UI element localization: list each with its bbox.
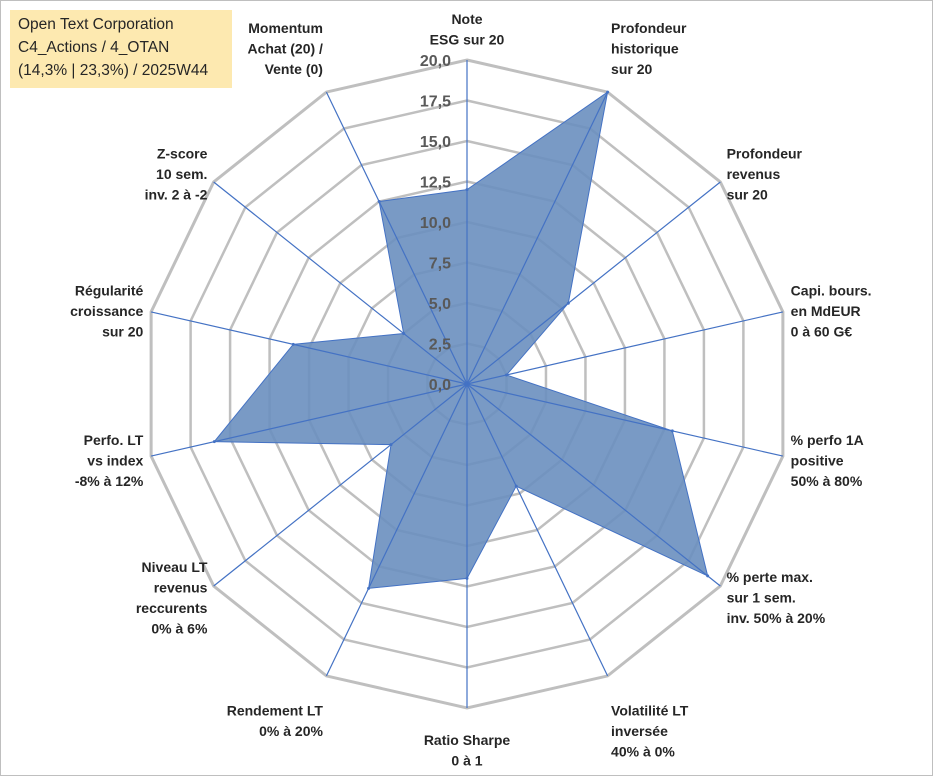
axis-label-line: revenus	[727, 166, 781, 182]
axis-label-line: inv. 50% à 20%	[727, 610, 826, 626]
axis-label-line: reccurents	[136, 600, 208, 616]
axis-label-line: Momentum	[248, 20, 323, 36]
series-area-0	[213, 90, 709, 589]
spoke-6	[466, 383, 609, 677]
axis-label-line: Profondeur	[727, 145, 803, 161]
tick-label: 17,5	[420, 94, 451, 111]
axis-label-line: ESG sur 20	[430, 32, 505, 48]
tick-label: 0,0	[429, 377, 451, 394]
axis-label-0: Note ESG sur 20	[430, 11, 505, 48]
axis-label-line: historique	[611, 41, 679, 57]
axis-label-line: croissance	[70, 303, 143, 319]
axis-label-line: Capi. bours.	[791, 282, 872, 298]
axis-label-8: Rendement LT 0% à 20%	[227, 702, 324, 739]
spoke-5	[466, 383, 721, 587]
axis-label-line: 0 à 60 G€	[791, 323, 853, 339]
spoke-12	[213, 181, 468, 385]
axis-label-line: -8% à 12%	[75, 473, 144, 489]
axis-label-line: 10 sem.	[156, 166, 207, 182]
axis-label-line: 40% à 0%	[611, 743, 675, 759]
axis-label-1: Profondeur historique sur 20	[611, 20, 687, 77]
axis-label-line: 0% à 6%	[151, 620, 208, 636]
axis-label-line: Vente (0)	[265, 61, 323, 77]
spoke-4	[466, 383, 784, 457]
tick-label: 2,5	[429, 337, 451, 354]
axis-label-line: inversée	[611, 723, 668, 739]
info-stats: (14,3% | 23,3%) / 2025W44	[18, 62, 209, 79]
axis-label-3: Capi. bours. en MdEUR 0 à 60 G€	[791, 282, 872, 339]
axis-label-line: sur 20	[727, 186, 768, 202]
axis-label-line: Z-score	[157, 145, 208, 161]
axis-label-line: % perfo 1A	[791, 432, 864, 448]
axis-label-line: positive	[791, 453, 844, 469]
tick-label: 12,5	[420, 175, 451, 192]
axis-label-line: 0% à 20%	[259, 723, 323, 739]
tick-label: 5,0	[429, 296, 451, 313]
axis-label-line: Achat (20) /	[247, 41, 323, 57]
tick-label: 20,0	[420, 53, 451, 70]
spoke-11	[150, 311, 468, 385]
axis-label-line: revenus	[154, 579, 208, 595]
axis-label-line: Régularité	[75, 282, 144, 298]
spoke-3	[466, 311, 784, 385]
info-company-name: Open Text Corporation	[18, 16, 174, 33]
tick-label: 15,0	[420, 134, 451, 151]
axis-label-12: Z-score 10 sem. inv. 2 à -2	[145, 145, 208, 202]
spoke-13	[325, 91, 468, 385]
info-category: C4_Actions / 4_OTAN	[18, 39, 170, 56]
axis-label-line: % perte max.	[727, 569, 813, 585]
axis-label-9: Niveau LT revenus reccurents 0% à 6%	[136, 559, 208, 637]
axis-label-5: % perte max. sur 1 sem. inv. 50% à 20%	[727, 569, 826, 626]
axis-label-line: Rendement LT	[227, 702, 324, 718]
axis-label-line: Ratio Sharpe	[424, 732, 511, 748]
axis-label-line: inv. 2 à -2	[145, 186, 208, 202]
tick-label: 10,0	[420, 215, 451, 232]
axis-label-line: Volatilité LT	[611, 702, 689, 718]
axis-label-line: sur 1 sem.	[727, 590, 796, 606]
axis-label-10: Perfo. LT vs index -8% à 12%	[75, 432, 144, 489]
spoke-9	[213, 383, 468, 587]
axis-label-11: Régularité croissance sur 20	[70, 282, 143, 339]
axis-label-line: Note	[451, 11, 482, 27]
spoke-8	[325, 383, 468, 677]
axis-label-line: Profondeur	[611, 20, 687, 36]
axis-label-line: Niveau LT	[142, 559, 208, 575]
axis-label-2: Profondeur revenus sur 20	[727, 145, 803, 202]
spoke-10	[150, 383, 468, 457]
axis-label-13: Momentum Achat (20) / Vente (0)	[247, 20, 323, 77]
axis-label-line: 0 à 1	[451, 753, 482, 769]
axis-label-6: Volatilité LT inversée 40% à 0%	[611, 702, 689, 759]
radar-tick-labels: 0,0 2,5 5,0 7,5 10,0 12,5 15,0 17,5 20,0	[420, 53, 451, 394]
tick-label: 7,5	[429, 256, 451, 273]
spoke-1	[466, 91, 609, 385]
axis-label-line: Perfo. LT	[84, 432, 144, 448]
spoke-2	[466, 181, 721, 385]
radar-axis-labels: Note ESG sur 20 Profondeur historique sur 20…	[70, 11, 871, 769]
axis-label-4: % perfo 1A positive 50% à 80%	[791, 432, 864, 489]
info-box: Open Text Corporation C4_Actions / 4_OTA…	[10, 10, 232, 88]
radar-spokes	[150, 60, 784, 708]
axis-label-line: sur 20	[102, 323, 143, 339]
axis-label-line: en MdEUR	[791, 303, 861, 319]
axis-label-line: vs index	[87, 453, 143, 469]
axis-label-line: 50% à 80%	[791, 473, 863, 489]
axis-label-7: Ratio Sharpe 0 à 1	[424, 732, 511, 769]
axis-label-line: sur 20	[611, 61, 652, 77]
